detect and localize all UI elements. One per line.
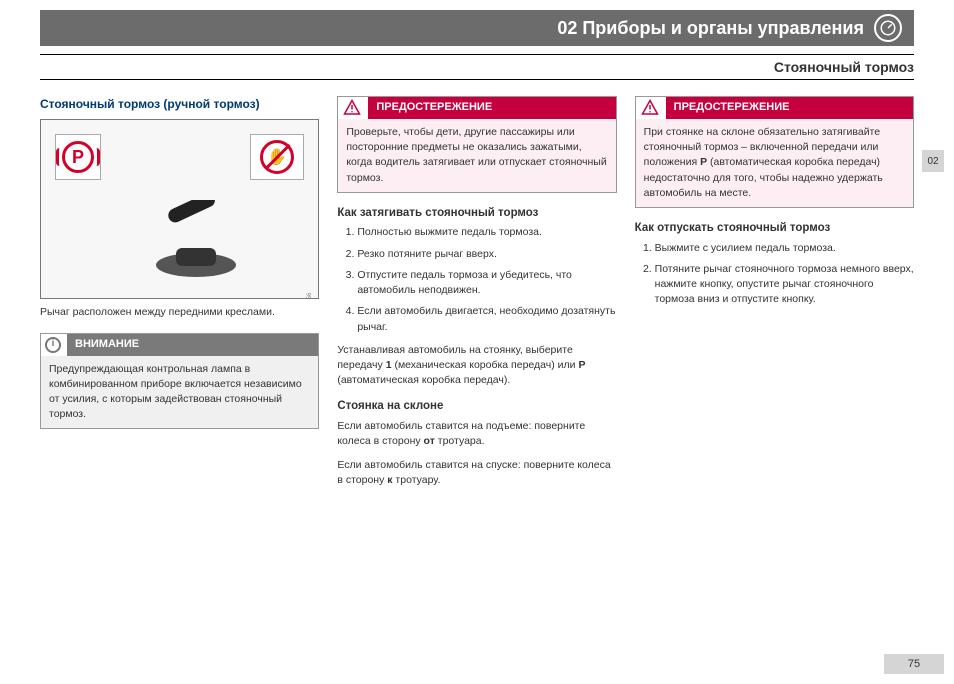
uphill-bold: от bbox=[424, 435, 435, 447]
downhill-para: Если автомобиль ставится на спуске: пове… bbox=[337, 458, 616, 488]
gear-text-2: (механическая коробка передач) или bbox=[392, 359, 579, 371]
column-2: ПРЕДОСТЕРЕЖЕНИЕ Проверьте, чтобы дети, д… bbox=[337, 96, 616, 496]
info-box: i ВНИМАНИЕ Предупреждающая контрольная л… bbox=[40, 333, 319, 430]
content-columns: Стояночный тормоз (ручной тормоз) P ✋ G0… bbox=[40, 96, 914, 496]
warning-box-2-header: ПРЕДОСТЕРЕЖЕНИЕ bbox=[636, 97, 913, 119]
side-tab: 02 bbox=[922, 150, 944, 172]
warning-box-2: ПРЕДОСТЕРЕЖЕНИЕ При стоянке на склоне об… bbox=[635, 96, 914, 208]
release-step-1: Выжмите с усилием педаль тормоза. bbox=[655, 241, 914, 256]
warning-box-2-title: ПРЕДОСТЕРЕЖЕНИЕ bbox=[666, 97, 913, 119]
warning-icon bbox=[342, 98, 362, 118]
gear-advice: Устанавливая автомобиль на стоянку, выбе… bbox=[337, 343, 616, 389]
release-step-2: Потяните рычаг стояночного тормоза немно… bbox=[655, 262, 914, 308]
image-code: G020456 bbox=[306, 292, 315, 299]
warning-box-1: ПРЕДОСТЕРЕЖЕНИЕ Проверьте, чтобы дети, д… bbox=[337, 96, 616, 193]
downhill-text-2: тротуару. bbox=[393, 474, 441, 486]
page-header: 02 Приборы и органы управления bbox=[40, 10, 914, 46]
release-brake-steps: Выжмите с усилием педаль тормоза. Потяни… bbox=[635, 241, 914, 308]
warning-icon bbox=[640, 98, 660, 118]
parking-brake-symbol: P bbox=[55, 134, 101, 180]
column-3: ПРЕДОСТЕРЕЖЕНИЕ При стоянке на склоне об… bbox=[635, 96, 914, 496]
uphill-text-2: тротуара. bbox=[435, 435, 485, 447]
col2-heading-2: Стоянка на склоне bbox=[337, 398, 616, 415]
lever-drawing bbox=[146, 200, 246, 280]
header-title: 02 Приборы и органы управления bbox=[557, 18, 864, 39]
column-1: Стояночный тормоз (ручной тормоз) P ✋ G0… bbox=[40, 96, 319, 496]
warning-box-1-title: ПРЕДОСТЕРЕЖЕНИЕ bbox=[368, 97, 615, 119]
info-box-body: Предупреждающая контрольная лампа в комб… bbox=[41, 356, 318, 429]
col3-heading-1: Как отпускать стояночный тормоз bbox=[635, 220, 914, 237]
apply-step-2: Резко потяните рычаг вверх. bbox=[357, 247, 616, 262]
warning-box-1-body: Проверьте, чтобы дети, другие пассажиры … bbox=[338, 119, 615, 192]
apply-step-4: Если автомобиль двигается, необходимо до… bbox=[357, 304, 616, 334]
handbrake-illustration: P ✋ G020456 bbox=[40, 119, 319, 299]
illustration-caption: Рычаг расположен между передними креслам… bbox=[40, 305, 319, 320]
page-number: 75 bbox=[884, 654, 944, 674]
info-box-title: ВНИМАНИЕ bbox=[67, 334, 318, 356]
gauge-icon bbox=[874, 14, 902, 42]
gear-text-3: (автоматическая коробка передач). bbox=[337, 374, 510, 386]
gear-p-bold: P bbox=[578, 359, 585, 371]
no-hand-symbol: ✋ bbox=[250, 134, 304, 180]
apply-step-3: Отпустите педаль тормоза и убедитесь, чт… bbox=[357, 268, 616, 298]
p-icon: P bbox=[62, 141, 94, 173]
section-subheader: Стояночный тормоз bbox=[40, 54, 914, 80]
apply-step-1: Полностью выжмите педаль тормоза. bbox=[357, 225, 616, 240]
info-box-header: i ВНИМАНИЕ bbox=[41, 334, 318, 356]
col1-title: Стояночный тормоз (ручной тормоз) bbox=[40, 96, 319, 113]
apply-brake-steps: Полностью выжмите педаль тормоза. Резко … bbox=[337, 225, 616, 334]
prohibition-icon: ✋ bbox=[260, 140, 294, 174]
warning-box-1-header: ПРЕДОСТЕРЕЖЕНИЕ bbox=[338, 97, 615, 119]
warning-box-2-body: При стоянке на склоне обязательно затяги… bbox=[636, 119, 913, 207]
col2-heading-1: Как затягивать стояночный тормоз bbox=[337, 205, 616, 222]
info-icon: i bbox=[45, 337, 61, 353]
uphill-para: Если автомобиль ставится на подъеме: пов… bbox=[337, 419, 616, 449]
downhill-text-1: Если автомобиль ставится на спуске: пове… bbox=[337, 459, 610, 486]
